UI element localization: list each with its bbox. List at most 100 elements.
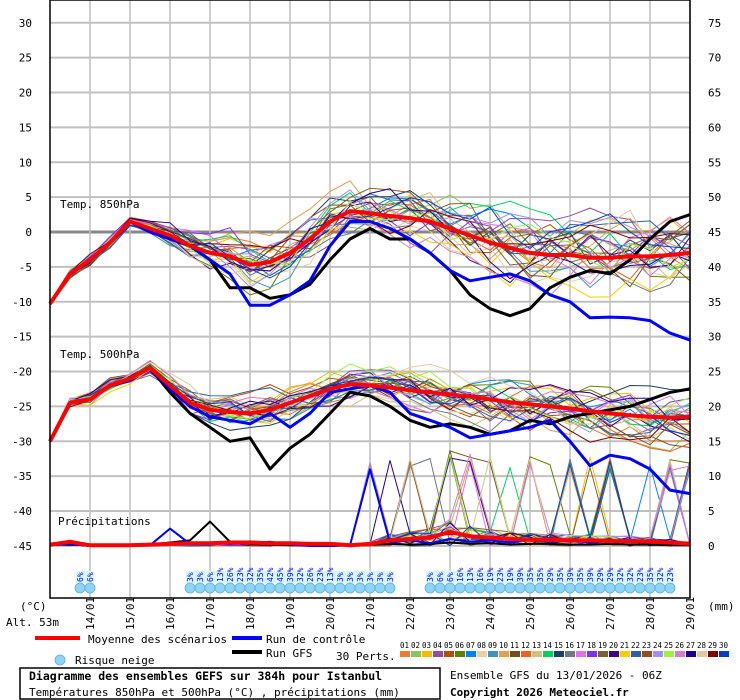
- pert-number: 28: [697, 641, 707, 650]
- t850-control-line: [48, 220, 691, 342]
- pert-number: 20: [609, 641, 619, 650]
- pert-number: 05: [444, 641, 453, 650]
- altitude: Alt. 53m: [6, 616, 59, 629]
- snow-percent: 35%: [576, 567, 585, 582]
- date-label: 27/01: [604, 597, 617, 630]
- left-tick-label: 5: [25, 191, 32, 204]
- snowflake-icon: [214, 582, 226, 594]
- plot-frame: [49, 0, 691, 599]
- right-tick-label: 5: [708, 505, 715, 518]
- right-tick-label: 20: [708, 400, 721, 413]
- snow-percent: 23%: [636, 567, 645, 582]
- pert-swatch: [620, 651, 630, 657]
- pert-number: 12: [521, 641, 530, 650]
- snowflake-icon: [494, 582, 506, 594]
- date-label: 16/01: [164, 597, 177, 630]
- snow-percent: 19%: [506, 567, 515, 582]
- pert-number: 21: [620, 641, 629, 650]
- pert-swatch: [719, 651, 729, 657]
- pert-swatch: [587, 651, 597, 657]
- pert-swatch: [554, 651, 564, 657]
- snow-percent: 6%: [206, 572, 215, 582]
- snow-percent: 39%: [516, 567, 525, 582]
- pert-swatch: [422, 651, 432, 657]
- snow-percent: 35%: [646, 567, 655, 582]
- label-precip: Précipitations: [58, 515, 151, 528]
- snowflake-icon: [634, 582, 646, 594]
- pert-swatch: [433, 651, 443, 657]
- pert-number: 03: [422, 641, 431, 650]
- pert-swatch: [565, 651, 575, 657]
- precip-mean-line: [49, 530, 691, 548]
- right-unit: (mm): [708, 600, 735, 613]
- date-label: 22/01: [404, 597, 417, 630]
- date-label: 17/01: [204, 597, 217, 630]
- pert-swatch: [455, 651, 465, 657]
- date-label: 15/01: [124, 597, 137, 630]
- snow-percent: 3%: [366, 572, 375, 582]
- snowflake-icon: [224, 582, 236, 594]
- snow-percent: 39%: [286, 567, 295, 582]
- snow-percent: 13%: [326, 567, 335, 582]
- snow-percent: 3%: [386, 572, 395, 582]
- right-tick-label: 40: [708, 261, 721, 274]
- pert-swatch: [631, 651, 641, 657]
- left-tick-label: 30: [19, 17, 32, 30]
- pert-swatch: [686, 651, 696, 657]
- date-label: 26/01: [564, 597, 577, 630]
- snow-percent: 39%: [586, 567, 595, 582]
- t850-mean-line: [48, 209, 691, 305]
- pert-number: 23: [642, 641, 651, 650]
- snow-percent: 3%: [376, 572, 385, 582]
- snowflake-icon: [544, 582, 556, 594]
- snowflake-icon: [294, 582, 306, 594]
- snowflake-icon: [624, 582, 636, 594]
- left-tick-label: -15: [12, 331, 32, 344]
- pert-number: 13: [532, 641, 541, 650]
- date-label: 29/01: [684, 597, 697, 630]
- snow-percent: 16%: [456, 567, 465, 582]
- snow-percent: 32%: [616, 567, 625, 582]
- pert-number: 30: [719, 641, 729, 650]
- pert-swatch: [488, 651, 498, 657]
- snow-percent: 3%: [196, 572, 205, 582]
- snowflake-icon: [604, 582, 616, 594]
- chart-subtitle: Températures 850hPa et 500hPa (°C) , pré…: [29, 686, 400, 699]
- left-tick-label: -25: [12, 400, 32, 413]
- snowflake-icon: [324, 582, 336, 594]
- snowflake-icon: [434, 582, 446, 594]
- snow-percent: 19%: [486, 567, 495, 582]
- right-tick-label: 30: [708, 331, 721, 344]
- snow-percent: 35%: [526, 567, 535, 582]
- right-tick-label: 55: [708, 156, 721, 169]
- snow-percent: 35%: [256, 567, 265, 582]
- date-label: 21/01: [364, 597, 377, 630]
- pert-number: 15: [554, 641, 563, 650]
- snowflake-icon: [504, 582, 516, 594]
- legend-snow: Risque neige: [75, 654, 154, 667]
- pert-swatch: [543, 651, 553, 657]
- right-tick-label: 25: [708, 366, 721, 379]
- snow-percent: 29%: [546, 567, 555, 582]
- pert-number: 10: [499, 641, 509, 650]
- snowflake-icon: [304, 582, 316, 594]
- pert-swatch: [444, 651, 454, 657]
- right-tick-label: 75: [708, 17, 721, 30]
- snowflake-icon: [234, 582, 246, 594]
- title-box: [19, 667, 441, 700]
- snow-percent: 23%: [496, 567, 505, 582]
- snowflake-icon: [384, 582, 396, 594]
- snow-percent: 3%: [186, 572, 195, 582]
- snowflake-icon: [314, 582, 326, 594]
- snow-percent: 13%: [466, 567, 475, 582]
- pert-number: 27: [686, 641, 695, 650]
- snow-percent: 32%: [626, 567, 635, 582]
- snowflake-icon: [54, 654, 66, 666]
- snow-percent: 26%: [226, 567, 235, 582]
- left-tick-label: -30: [12, 435, 32, 448]
- left-tick-label: -5: [19, 261, 32, 274]
- left-tick-label: -45: [12, 540, 32, 553]
- pert-swatch: [664, 651, 674, 657]
